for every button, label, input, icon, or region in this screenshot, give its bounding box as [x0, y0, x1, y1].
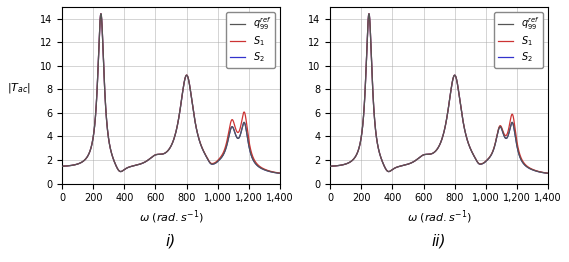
- $q_{99}^{ref}$: [59, 165, 65, 168]
- $q_{99}^{ref}$: [545, 172, 552, 175]
- $q_{99}^{ref}$: [457, 106, 464, 110]
- $S_1$: [277, 172, 283, 175]
- $q_{99}^{ref}$: [142, 160, 149, 163]
- X-axis label: $\omega$ $(rad.s^{-1})$: $\omega$ $(rad.s^{-1})$: [139, 209, 204, 226]
- $q_{99}^{ref}$: [468, 150, 475, 154]
- $S_2$: [506, 129, 513, 132]
- Legend: $q_{99}^{ref}$, $S_1$, $S_2$: $q_{99}^{ref}$, $S_1$, $S_2$: [494, 12, 543, 68]
- $S_2$: [221, 150, 228, 153]
- $q_{99}^{ref}$: [189, 106, 196, 110]
- $S_2$: [277, 172, 283, 175]
- Line: $q_{99}^{ref}$: $q_{99}^{ref}$: [330, 14, 549, 173]
- $q_{99}^{ref}$: [97, 12, 104, 15]
- X-axis label: $\omega$ $(rad.s^{-1})$: $\omega$ $(rad.s^{-1})$: [407, 209, 472, 226]
- $S_1$: [97, 12, 104, 15]
- $S_2$: [59, 165, 65, 168]
- $S_1$: [489, 149, 496, 152]
- $S_2$: [238, 129, 245, 132]
- $S_1$: [59, 165, 65, 168]
- $q_{99}^{ref}$: [489, 150, 496, 153]
- $S_1$: [98, 17, 105, 20]
- $S_2$: [327, 165, 333, 168]
- $q_{99}^{ref}$: [366, 17, 373, 20]
- $q_{99}^{ref}$: [506, 129, 513, 132]
- $S_1$: [365, 12, 372, 15]
- $q_{99}^{ref}$: [410, 160, 417, 163]
- $S_2$: [366, 17, 373, 20]
- Text: ii): ii): [432, 233, 446, 248]
- Line: $S_2$: $S_2$: [62, 14, 280, 173]
- Y-axis label: $|T_{ac}|$: $|T_{ac}|$: [7, 81, 31, 95]
- Line: $S_1$: $S_1$: [330, 14, 549, 173]
- $S_1$: [200, 150, 207, 153]
- $S_2$: [489, 150, 496, 153]
- $S_1$: [142, 160, 149, 163]
- $S_1$: [457, 106, 464, 110]
- $q_{99}^{ref}$: [221, 150, 228, 153]
- Line: $q_{99}^{ref}$: $q_{99}^{ref}$: [62, 14, 280, 173]
- $S_2$: [468, 150, 475, 154]
- $S_2$: [98, 17, 105, 20]
- $q_{99}^{ref}$: [327, 165, 333, 168]
- $S_1$: [221, 147, 228, 150]
- $S_2$: [457, 106, 464, 110]
- $S_2$: [97, 12, 104, 15]
- $q_{99}^{ref}$: [200, 150, 207, 154]
- Line: $S_2$: $S_2$: [330, 14, 549, 173]
- $S_1$: [468, 150, 475, 154]
- $S_2$: [410, 160, 417, 163]
- $S_2$: [189, 106, 196, 110]
- $S_2$: [200, 150, 207, 154]
- Text: i): i): [166, 233, 176, 248]
- $S_1$: [366, 17, 373, 20]
- $S_1$: [327, 165, 333, 168]
- $q_{99}^{ref}$: [238, 129, 245, 132]
- $S_1$: [238, 121, 245, 124]
- $S_1$: [189, 106, 196, 109]
- $q_{99}^{ref}$: [365, 12, 372, 15]
- $S_1$: [545, 172, 552, 175]
- $q_{99}^{ref}$: [277, 172, 283, 175]
- $S_1$: [410, 160, 417, 163]
- Legend: $q_{99}^{ref}$, $S_1$, $S_2$: $q_{99}^{ref}$, $S_1$, $S_2$: [226, 12, 275, 68]
- $S_2$: [545, 172, 552, 175]
- $S_2$: [142, 160, 149, 163]
- Line: $S_1$: $S_1$: [62, 14, 280, 173]
- $q_{99}^{ref}$: [98, 17, 105, 20]
- $S_2$: [365, 12, 372, 15]
- $S_1$: [506, 123, 513, 126]
